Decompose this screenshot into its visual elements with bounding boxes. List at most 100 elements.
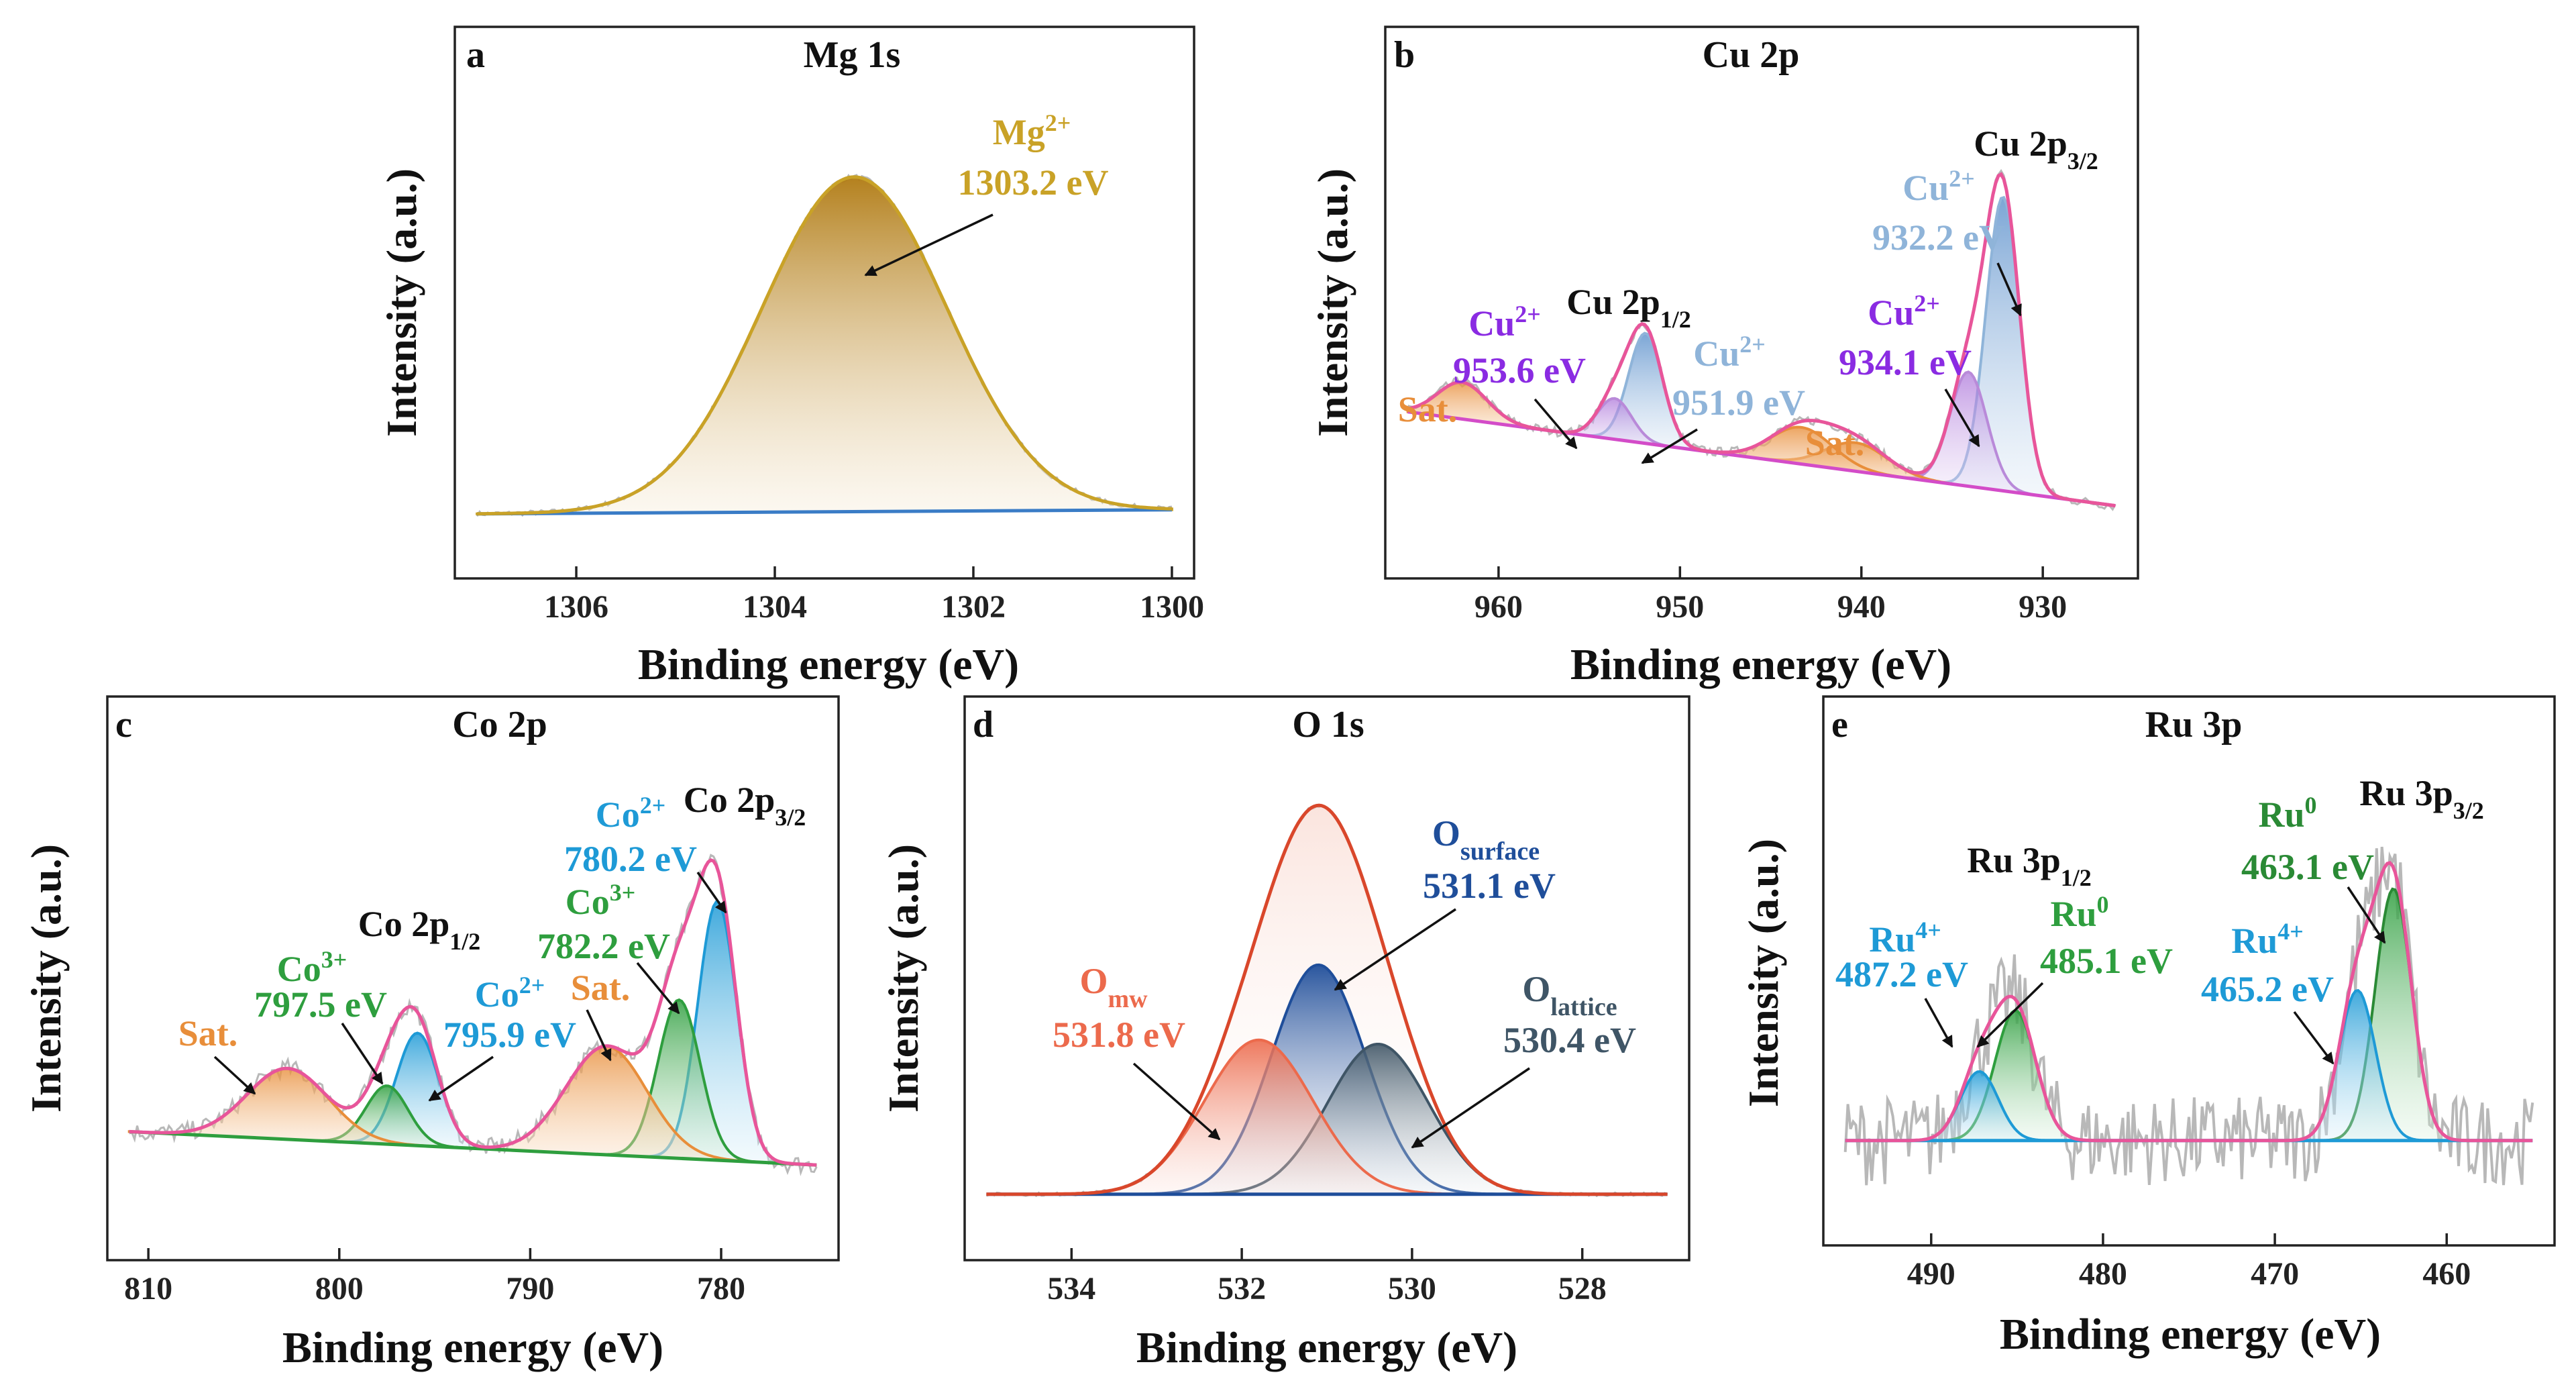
panel-d-envelope [986,803,1668,1196]
co3-782-ion: Co3+ [566,879,636,922]
ru0-485-arrow [1976,982,2044,1048]
panel-a-background [477,508,1172,516]
panel-b-title: Cu 2p [1703,34,1800,76]
panel-e-peak-0 [2284,887,2504,1142]
co3-782-energy: 782.2 eV [537,926,670,966]
o-lattice-arrow [1411,1067,1530,1149]
panel-d-tick-label-1: 532 [1218,1271,1266,1306]
panel-c-xlabel: Binding energy (eV) [282,1323,663,1372]
co-sat-1-arrow [213,1056,256,1095]
o-mw-arrow [1132,1062,1221,1141]
o-lattice-energy: 530.4 eV [1503,1020,1636,1060]
panel-e-tick-label-1: 480 [2079,1256,2127,1292]
o-mw-energy: 531.8 eV [1053,1015,1185,1055]
co2-780-arrow [696,871,727,914]
co3-797-energy: 797.5 eV [254,984,387,1025]
panel-c-tick-label-2: 790 [506,1271,554,1306]
co3-797-arrow [341,1023,384,1085]
cu2-932-ion: Cu2+ [1902,165,1975,208]
ru-3p12-label: Ru 3p1/2 [1967,840,2092,891]
cu2-934-energy: 934.1 eV [1839,342,1972,382]
panel-a-tick-label-3: 1300 [1140,589,1204,625]
panel-d-peak-2 [986,1038,1589,1196]
panel-b-peak-1 [1856,370,2080,503]
panel-d-tick-label-3: 528 [1558,1271,1607,1306]
panel-c-letter: c [115,704,132,745]
cu-sat-2: Sat. [1805,423,1865,463]
cu2-934-arrow [1944,389,1980,448]
panel-b-tick-label-1: 950 [1656,589,1704,625]
ru0-463-arrow [2347,886,2386,944]
cu2-951-energy: 951.9 eV [1672,382,1805,423]
panel-d-frame [963,695,1690,1262]
panel-a-plot [476,174,1173,517]
co3-782-arrow [636,962,680,1015]
panel-e-frame [1822,695,2556,1247]
panel-e-ylabel: Intensity (a.u.) [1739,839,1787,1107]
panel-d-ylabel: Intensity (a.u.) [879,844,927,1113]
panel-c-plot [127,854,818,1176]
cu-sat-1: Sat. [1398,389,1458,429]
panel-c-tick-label-0: 810 [124,1271,172,1306]
o-surface-energy: 531.1 eV [1423,866,1556,906]
panel-a: a Mg 1s 1306 1304 1302 1300 Binding energy … [378,25,1204,689]
panel-c-xticks: 810 800 790 780 [124,1248,745,1306]
co-2p12-label: Co 2p1/2 [358,904,481,955]
o-mw-label: Omw [1079,961,1148,1013]
co2-795-ion: Co2+ [475,972,545,1015]
panel-e-tick-label-3: 460 [2422,1256,2471,1292]
cu2-951-ion: Cu2+ [1693,331,1766,374]
panel-b-envelope [1407,172,2116,508]
panel-d-tick-label-2: 530 [1388,1271,1436,1306]
o-surface-label: Osurface [1432,813,1540,866]
panel-d: d O 1s 534 532 530 528 Binding energy (eV) … [879,695,1690,1372]
panel-c-title: Co 2p [452,704,547,745]
ru4-465-ion: Ru4+ [2231,918,2304,961]
mg2-arrow [864,213,994,276]
ru4-487-arrow [1924,998,1953,1048]
co-sat-2: Sat. [571,968,631,1008]
panel-b-tick-label-2: 940 [1837,589,1886,625]
cu2-932-energy: 932.2 eV [1872,217,2005,258]
panel-c-ylabel: Intensity (a.u.) [22,844,70,1113]
panel-a-xlabel: Binding energy (eV) [638,640,1019,689]
panel-c-envelope [129,858,817,1167]
co2-780-energy: 780.2 eV [564,839,697,879]
panel-e-xticks: 490 480 470 460 [1907,1233,2471,1292]
co-2p32-label: Co 2p3/2 [684,780,806,831]
panel-e-tick-label-2: 470 [2251,1256,2299,1292]
panel-c: c Co 2p 810 800 790 780 Binding energy (eV)… [22,695,840,1372]
ru0-485-energy: 485.1 eV [2040,941,2173,981]
panel-a-peak-0 [476,175,1173,515]
ru4-487-ion: Ru4+ [1869,917,1941,960]
panel-b-frame [1384,25,2139,580]
co-sat-1: Sat. [178,1013,238,1053]
cu2-953-energy: 953.6 eV [1453,350,1586,391]
o-surface-arrow [1334,908,1456,991]
ru4-487-energy: 487.2 eV [1835,954,1968,994]
panel-a-envelope [477,175,1172,516]
panel-e-envelope [1845,860,2533,1143]
panel-d-letter: d [973,704,994,745]
cu2-953-arrow [1534,398,1578,450]
panel-d-xticks: 534 532 530 528 [1047,1248,1607,1306]
panel-c-tick-label-3: 780 [697,1271,745,1306]
panel-b-tick-label-0: 960 [1474,589,1523,625]
cu-2p32-label: Cu 2p3/2 [1974,123,2098,174]
panel-e-xlabel: Binding energy (eV) [2000,1310,2381,1359]
panel-a-letter: a [466,34,485,76]
panel-a-ylabel: Intensity (a.u.) [378,168,425,437]
panel-e-peak-2 [1892,1009,2139,1142]
panel-c-frame [106,695,840,1262]
panel-b-tick-label-3: 930 [2019,589,2067,625]
panel-d-plot [985,803,1668,1198]
panel-e-tick-label-0: 490 [1907,1256,1955,1292]
cu-2p12-label: Cu 2p1/2 [1566,282,1691,333]
ru0-485-ion: Ru0 [2050,891,2108,934]
panel-b-ylabel: Intensity (a.u.) [1309,168,1356,437]
co2-795-energy: 795.9 eV [443,1015,576,1055]
cu2-953-ion: Cu2+ [1468,301,1541,344]
panel-a-tick-label-2: 1302 [941,589,1006,625]
panel-c-background [129,1129,817,1167]
